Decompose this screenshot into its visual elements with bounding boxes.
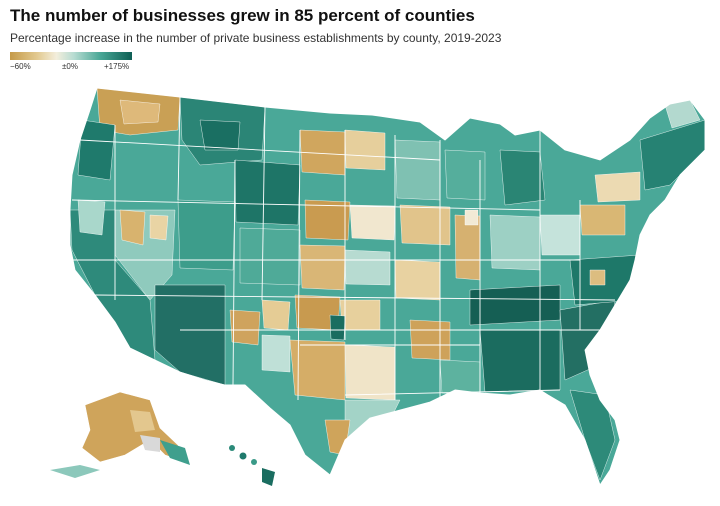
alaska	[50, 391, 190, 478]
county-region-ga-sc	[559, 299, 616, 381]
county-region-or-coast	[77, 119, 116, 181]
legend-min-label: −60%	[10, 62, 31, 71]
county-region-ky-tn	[469, 284, 561, 326]
county-region-nv-north	[119, 209, 146, 246]
county-region-wy	[234, 159, 301, 226]
aleutian-islands	[50, 465, 100, 478]
county-region-mn	[394, 139, 441, 201]
county-region-ok-metro	[329, 314, 346, 341]
chart-title: The number of businesses grew in 85 perc…	[10, 6, 475, 25]
alaska-southeast	[160, 440, 190, 465]
county-region-ks-east	[344, 249, 391, 286]
legend-mid-label: ±0%	[62, 62, 78, 71]
county-region-ne-east	[349, 204, 396, 241]
county-region-mi	[499, 149, 546, 206]
county-region-mt-west	[199, 119, 241, 151]
color-legend: −60% ±0% +175%	[10, 52, 132, 74]
hawaii-island-kauai	[229, 445, 235, 451]
state-boundaries	[69, 87, 706, 486]
county-region-nm-south	[261, 334, 291, 373]
county-region-la	[439, 359, 481, 396]
county-region-oh-east	[539, 214, 581, 256]
county-region-ms-al	[479, 329, 561, 393]
county-region-pa	[579, 204, 626, 236]
county-region-wa-central	[119, 99, 161, 125]
county-region-ia	[399, 204, 451, 246]
hawaii-island-big-island	[262, 468, 275, 486]
county-region-tx-central	[344, 344, 396, 401]
county-region-nm-central	[261, 299, 291, 331]
county-region-ny	[594, 171, 641, 203]
county-region-co	[239, 227, 301, 286]
county-region-ne-west	[304, 199, 351, 241]
county-region-ok-central	[339, 299, 381, 331]
county-region-va-decline	[589, 269, 606, 286]
county-region-il-north	[464, 209, 479, 226]
county-region-ca-north	[77, 199, 106, 236]
county-region-nv-east	[149, 214, 169, 241]
hawaii	[229, 445, 275, 486]
hawaii-island-maui	[251, 459, 257, 465]
county-region-nm-west	[229, 309, 261, 346]
county-region-az	[154, 284, 226, 386]
legend-max-label: +175%	[104, 62, 130, 71]
county-region-tx-south	[344, 399, 401, 441]
alaska-no-data	[140, 435, 160, 452]
hawaii-island-oahu	[239, 452, 247, 460]
county-region-ut	[177, 199, 236, 271]
alaska-interior	[130, 410, 155, 432]
county-region-nd-east	[344, 129, 386, 171]
county-region-mo	[394, 259, 441, 301]
county-region-ks-west	[299, 244, 346, 291]
county-region-ar	[409, 319, 451, 361]
county-region-in-oh	[489, 214, 541, 271]
county-region-wi	[444, 149, 486, 201]
chart-subtitle: Percentage increase in the number of pri…	[10, 31, 502, 45]
legend-gradient-bar	[10, 52, 132, 60]
